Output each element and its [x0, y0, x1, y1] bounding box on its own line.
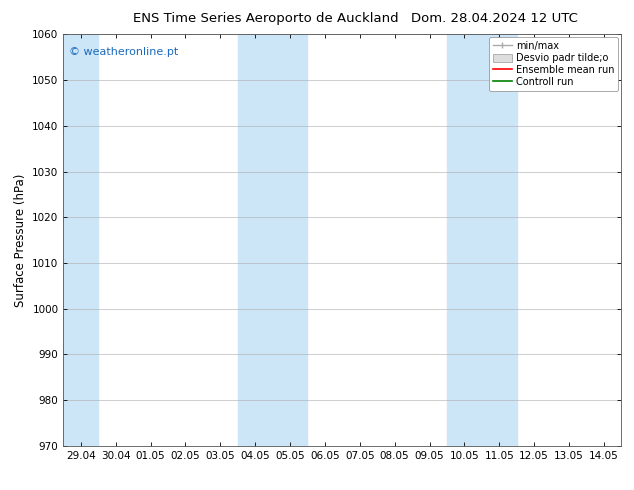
Bar — [63, 34, 98, 446]
Bar — [447, 34, 517, 446]
Bar — [238, 34, 307, 446]
Y-axis label: Surface Pressure (hPa): Surface Pressure (hPa) — [14, 173, 27, 307]
Text: Dom. 28.04.2024 12 UTC: Dom. 28.04.2024 12 UTC — [411, 12, 578, 25]
Text: © weatheronline.pt: © weatheronline.pt — [69, 47, 178, 57]
Text: ENS Time Series Aeroporto de Auckland: ENS Time Series Aeroporto de Auckland — [134, 12, 399, 25]
Legend: min/max, Desvio padr tilde;o, Ensemble mean run, Controll run: min/max, Desvio padr tilde;o, Ensemble m… — [489, 37, 618, 91]
